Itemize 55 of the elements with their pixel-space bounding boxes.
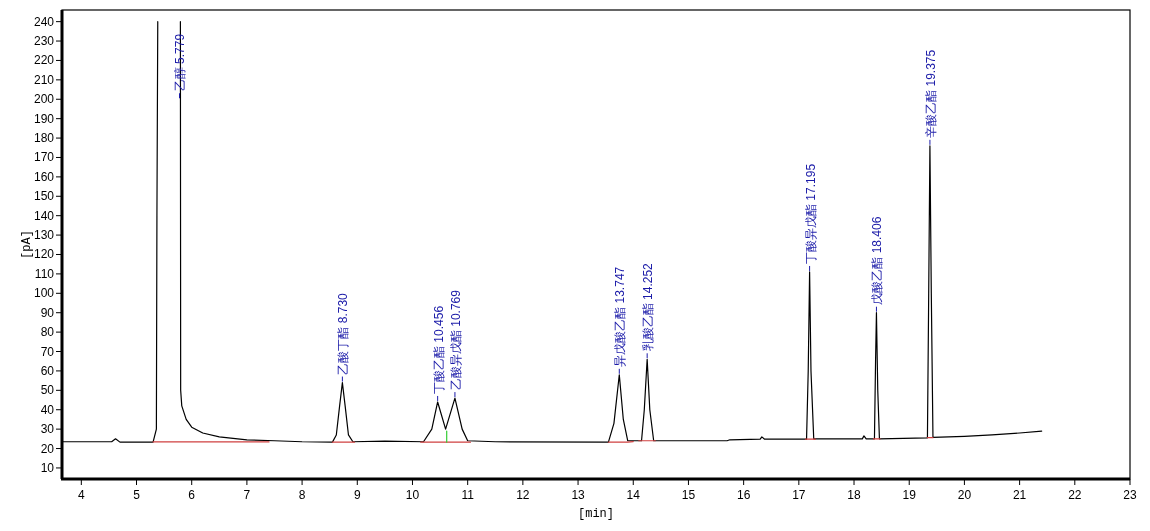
x-axis-title: [min]: [577, 507, 615, 521]
y-tick-label: 50: [40, 383, 55, 398]
annotation: 乙酸丁酯 8.730: [336, 292, 351, 375]
y-tick-label: 30: [40, 422, 55, 437]
y-tick-label: 110: [34, 266, 55, 281]
y-tick-label: 160: [33, 169, 55, 184]
x-tick-label: 17: [792, 488, 806, 502]
y-axis-title: [pA]: [20, 230, 34, 259]
x-tick-label: 6: [188, 488, 196, 502]
x-tick-label: 21: [1012, 488, 1027, 502]
annotation: 乳酸乙酯 14.252: [641, 262, 656, 352]
annotation: 丁酸异戊酯 17.195: [803, 163, 818, 264]
annotation: 辛酸乙酯 19.375: [923, 49, 938, 138]
y-tick-label: 90: [40, 305, 55, 320]
x-tick-label: 14: [626, 488, 641, 502]
y-tick-label: 210: [33, 72, 55, 87]
x-tick-label: 10: [405, 488, 420, 502]
x-tick-label: 8: [298, 488, 306, 502]
x-tick-label: 18: [847, 488, 862, 502]
x-tick-label: 22: [1068, 488, 1082, 502]
x-tick-label: 19: [902, 488, 917, 502]
y-tick-label: 130: [33, 228, 55, 243]
y-tick-label: 240: [33, 14, 55, 29]
y-tick-label: 40: [40, 402, 55, 417]
y-tick-label: 170: [33, 150, 55, 165]
y-tick-label: 150: [33, 189, 55, 204]
y-tick-label: 140: [33, 208, 55, 223]
y-tick-label: 20: [40, 441, 55, 456]
x-tick-label: 11: [461, 488, 475, 502]
annotation: 乙醇 5.779: [173, 33, 188, 92]
annotation: 乙酸异戊酯 10.769: [448, 289, 463, 391]
x-tick-label: 9: [353, 488, 361, 502]
y-tick-label: 190: [33, 111, 55, 126]
y-tick-label: 230: [33, 34, 55, 49]
x-tick-label: 7: [243, 488, 251, 502]
annotation: 丁酸乙酯 10.456: [431, 305, 446, 394]
x-tick-label: 13: [571, 488, 586, 502]
x-tick-label: 12: [516, 488, 530, 502]
y-tick-label: 80: [40, 325, 55, 340]
annotation: 戊酸乙酯 18.406: [870, 216, 885, 305]
y-tick-label: 200: [33, 92, 55, 107]
x-tick-label: 15: [681, 488, 696, 502]
y-tick-label: 120: [33, 247, 55, 262]
y-tick-label: 60: [40, 363, 55, 378]
annotation: 异戊酸乙酯 13.747: [613, 266, 628, 367]
y-tick-label: 70: [40, 344, 55, 359]
x-tick-label: 20: [957, 488, 972, 502]
x-tick-label: 5: [133, 488, 141, 502]
y-tick-label: 100: [33, 286, 55, 301]
y-tick-label: 220: [33, 53, 55, 68]
y-tick-label: 180: [33, 131, 55, 146]
x-tick-label: 23: [1123, 488, 1137, 502]
x-tick-label: 16: [736, 488, 751, 502]
y-tick-label: 10: [40, 460, 55, 475]
x-tick-label: 4: [77, 488, 85, 502]
